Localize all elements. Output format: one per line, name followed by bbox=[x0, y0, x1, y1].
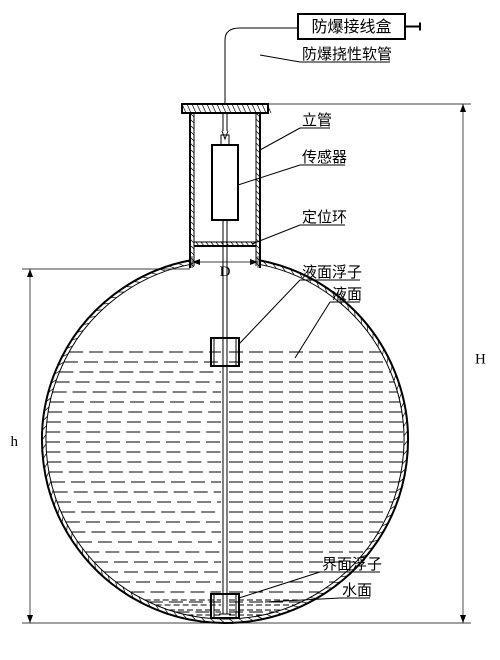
liquid-float-label: 液面浮子 bbox=[302, 264, 362, 281]
junction-box-label: 防爆接线盒 bbox=[311, 17, 391, 36]
interface-float-label: 界面浮子 bbox=[322, 556, 382, 573]
locating-ring-label: 定位环 bbox=[302, 209, 347, 226]
flexible-tube-label: 防爆挠性软管 bbox=[302, 46, 392, 63]
dim-H: H bbox=[475, 352, 486, 368]
dim-D: D bbox=[220, 264, 231, 280]
water-surface-label: 水面 bbox=[342, 582, 372, 599]
dim-h: h bbox=[11, 434, 19, 450]
standpipe-label: 立管 bbox=[302, 112, 332, 129]
sensor-label: 传感器 bbox=[302, 149, 347, 166]
liquid-surface-label: 液面 bbox=[332, 286, 362, 303]
